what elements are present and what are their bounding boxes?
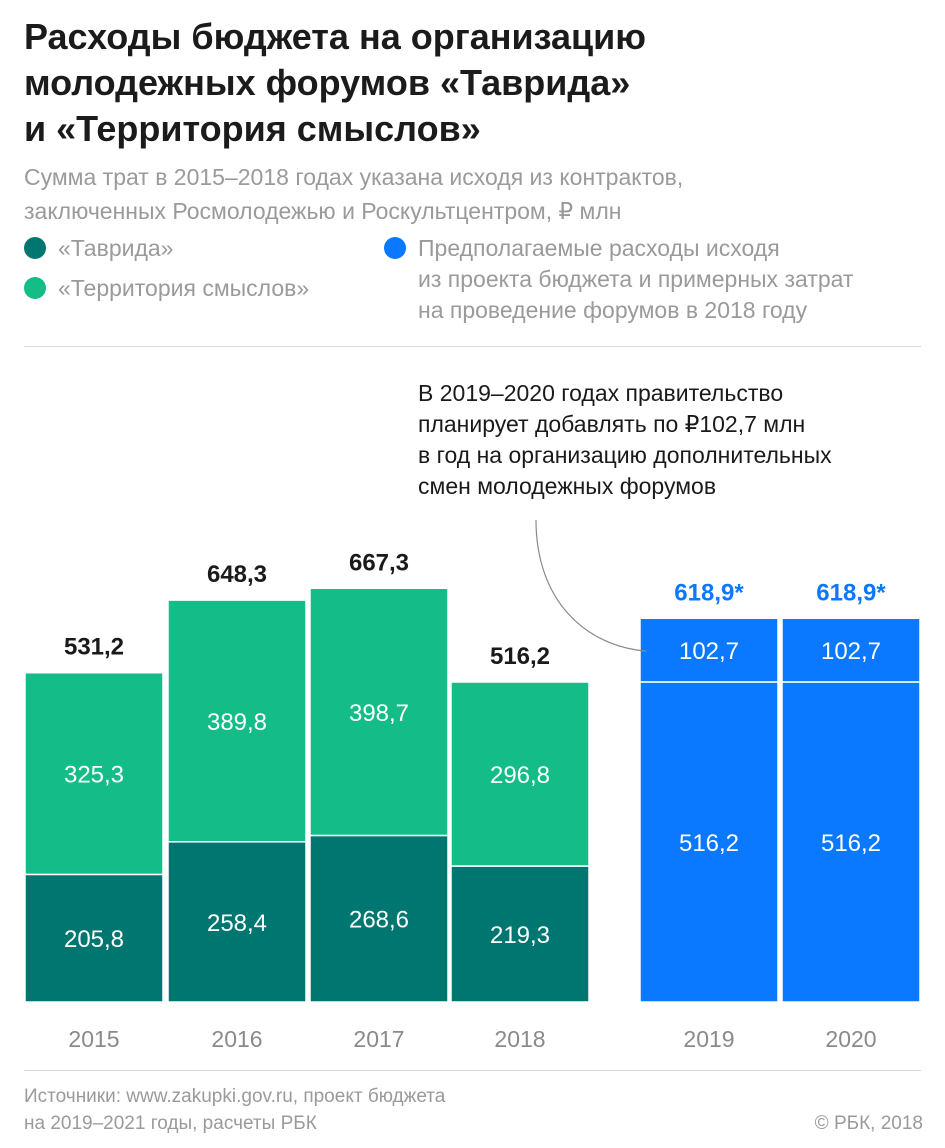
bar-label-territory-2015: 325,3	[64, 762, 124, 789]
legend-label-tavrida: «Таврида»	[58, 235, 174, 261]
x-tick-label-2019: 2019	[683, 1026, 734, 1052]
subtitle-line: заключенных Росмолодежью и Роскультцентр…	[24, 198, 622, 224]
bar-total-label-2020: 618,9*	[816, 579, 886, 606]
source-line: Источники: www.zakupki.gov.ru, проект бю…	[24, 1086, 446, 1107]
title-line: молодежных форумов «Таврида»	[24, 62, 631, 103]
bar-label-planned_additional-2019: 102,7	[679, 638, 739, 665]
source-line: на 2019–2021 годы, расчеты РБК	[24, 1113, 317, 1134]
x-tick-label-2020: 2020	[825, 1026, 876, 1052]
legend-planned-line: на проведение форумов в 2018 году	[418, 297, 808, 323]
source-note: Источники: www.zakupki.gov.ru, проект бю…	[24, 1083, 445, 1137]
header-divider	[24, 346, 921, 347]
legend-label-territory: «Территория смыслов»	[58, 275, 310, 301]
bar-segment-planned_base-2020	[781, 681, 921, 1003]
legend-item-tavrida: «Таврида»	[24, 233, 173, 264]
bar-label-planned_base-2019: 516,2	[679, 830, 739, 857]
bar-label-planned_base-2020: 516,2	[821, 830, 881, 857]
bar-label-tavrida-2018: 219,3	[490, 922, 550, 949]
legend-planned-line: из проекта бюджета и примерных затрат	[418, 266, 854, 292]
bar-segment-territory-2018	[450, 681, 590, 867]
bar-segment-tavrida-2017	[309, 834, 449, 1003]
chart-subtitle: Сумма трат в 2015–2018 годах указана исх…	[24, 160, 924, 228]
bar-segment-territory-2016	[167, 599, 307, 843]
bar-label-tavrida-2016: 258,4	[207, 910, 267, 937]
bar-segment-tavrida-2018	[450, 865, 590, 1003]
legend-item-territory: «Территория смыслов»	[24, 273, 309, 304]
bar-total-label-2017: 667,3	[349, 549, 409, 576]
subtitle-line: Сумма трат в 2015–2018 годах указана исх…	[24, 164, 684, 190]
chart-title: Расходы бюджета на организацию молодежны…	[24, 14, 924, 152]
copyright: © РБК, 2018	[814, 1113, 923, 1134]
bar-segment-planned_additional-2020	[781, 617, 921, 683]
legend-item-planned: Предполагаемые расходы исходя из проекта…	[384, 233, 853, 326]
legend-dot-tavrida	[24, 237, 46, 259]
bar-label-planned_additional-2020: 102,7	[821, 638, 881, 665]
annotation-line: в год на организацию дополнительных	[418, 442, 832, 468]
annotation-leader-line	[535, 520, 647, 652]
bar-label-territory-2018: 296,8	[490, 762, 550, 789]
annotation-line: планирует добавлять по ₽102,7 млн	[418, 411, 806, 437]
title-line: и «Территория смыслов»	[24, 108, 481, 149]
legend-planned-line: Предполагаемые расходы исходя	[418, 235, 780, 261]
bar-total-label-2016: 648,3	[207, 561, 267, 588]
title-line: Расходы бюджета на организацию	[24, 16, 647, 57]
bar-segment-planned_additional-2019	[639, 617, 779, 683]
annotation-line: В 2019–2020 годах правительство	[418, 380, 784, 406]
bar-total-label-2019: 618,9*	[674, 579, 744, 606]
stacked-bar-chart: 205,8 325,3 531,2 2015 258,4 389,8 648,3 2016 26…	[24, 520, 921, 1052]
legend-dot-planned	[384, 237, 406, 259]
bar-label-tavrida-2017: 268,6	[349, 907, 409, 934]
bar-label-tavrida-2015: 205,8	[64, 926, 124, 953]
bar-segment-territory-2017	[309, 587, 449, 837]
x-tick-label-2017: 2017	[353, 1026, 404, 1052]
bar-segment-tavrida-2015	[24, 873, 164, 1003]
legend-label-planned: Предполагаемые расходы исходя из проекта…	[418, 233, 853, 326]
annotation-line: смен молодежных форумов	[418, 473, 717, 499]
bar-total-label-2015: 531,2	[64, 634, 124, 661]
x-tick-label-2015: 2015	[68, 1026, 119, 1052]
chart-annotation: В 2019–2020 годах правительство планируе…	[418, 378, 938, 502]
bar-total-label-2018: 516,2	[490, 643, 550, 670]
bar-label-territory-2017: 398,7	[349, 700, 409, 727]
legend-dot-territory	[24, 277, 46, 299]
bar-label-territory-2016: 389,8	[207, 709, 267, 736]
x-tick-label-2018: 2018	[494, 1026, 545, 1052]
bar-segment-territory-2015	[24, 671, 164, 876]
footer-divider	[24, 1070, 921, 1071]
bar-segment-planned_base-2019	[639, 681, 779, 1003]
x-tick-label-2016: 2016	[211, 1026, 262, 1052]
